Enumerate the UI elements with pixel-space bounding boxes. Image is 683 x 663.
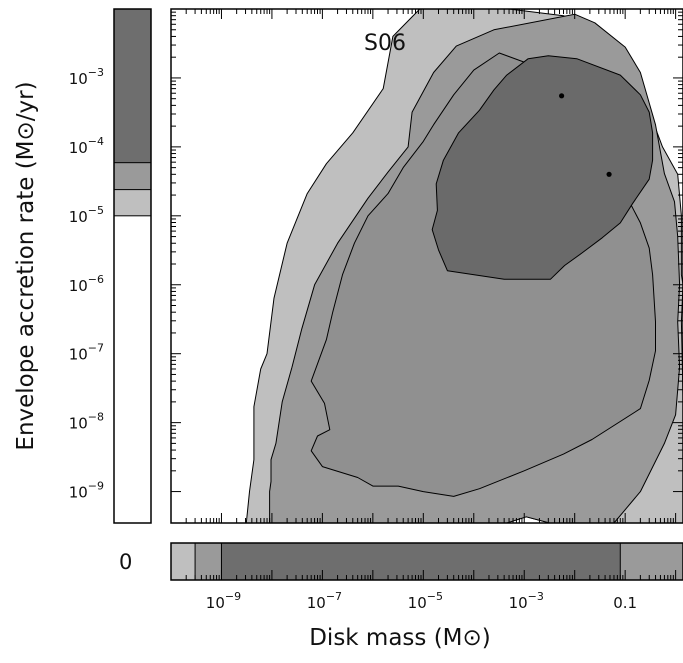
main-plot: S06	[141, 8, 683, 524]
x-tick-label: 0.1	[613, 594, 637, 612]
x-axis-label: Disk mass (M⊙)	[309, 625, 491, 651]
y-tick-labels: 10−9 10−8 10−7 10−6 10−5 10−4 10−3	[69, 66, 104, 502]
y-tick-label: 10−6	[69, 273, 104, 295]
y-tick-label: 10−3	[69, 66, 104, 88]
x-marginal-strip: 10−9 10−7 10−5 10−3 0.1 0	[119, 542, 683, 612]
x-tick-label: 10−5	[408, 590, 443, 612]
y-tick-label: 10−7	[69, 342, 104, 364]
contour-regions	[245, 8, 683, 524]
chart-title: S06	[364, 31, 406, 56]
y-axis-label: Envelope accretion rate (M⊙/yr)	[13, 81, 39, 450]
x-tick-labels: 10−9 10−7 10−5 10−3 0.1	[206, 590, 637, 612]
x-tick-label: 10−3	[509, 590, 544, 612]
x-marginal-frame	[170, 542, 683, 581]
best-fit-points	[558, 93, 612, 177]
x-tick-label: 10−9	[206, 590, 241, 612]
y-tick-label: 10−5	[69, 204, 104, 226]
x-axis-label-text: Disk mass (M⊙)	[309, 625, 491, 651]
y-tick-label: 10−9	[69, 480, 104, 502]
zero-label: 0	[119, 550, 132, 574]
y-marginal-strip: 10−9 10−8 10−7 10−6 10−5 10−4 10−3	[69, 8, 152, 524]
x-marginal-ticks	[170, 570, 677, 580]
y-marginal-band-3	[113, 8, 152, 164]
x-axis-ticks	[170, 9, 677, 523]
y-marginal-bands	[113, 8, 152, 217]
best-fit-point-2	[606, 171, 612, 177]
y-tick-label: 10−4	[69, 135, 104, 157]
x-marginal-band-3	[220, 542, 621, 581]
best-fit-point-1	[558, 93, 565, 99]
y-axis-label-text: Envelope accretion rate (M⊙/yr)	[13, 81, 39, 450]
x-tick-label: 10−7	[307, 590, 342, 612]
x-marginal-bands	[170, 542, 683, 581]
y-tick-label: 10−8	[69, 411, 104, 433]
main-plot-frame	[170, 8, 683, 524]
y-marginal-frame	[113, 8, 152, 524]
contour-level-4	[431, 55, 654, 280]
